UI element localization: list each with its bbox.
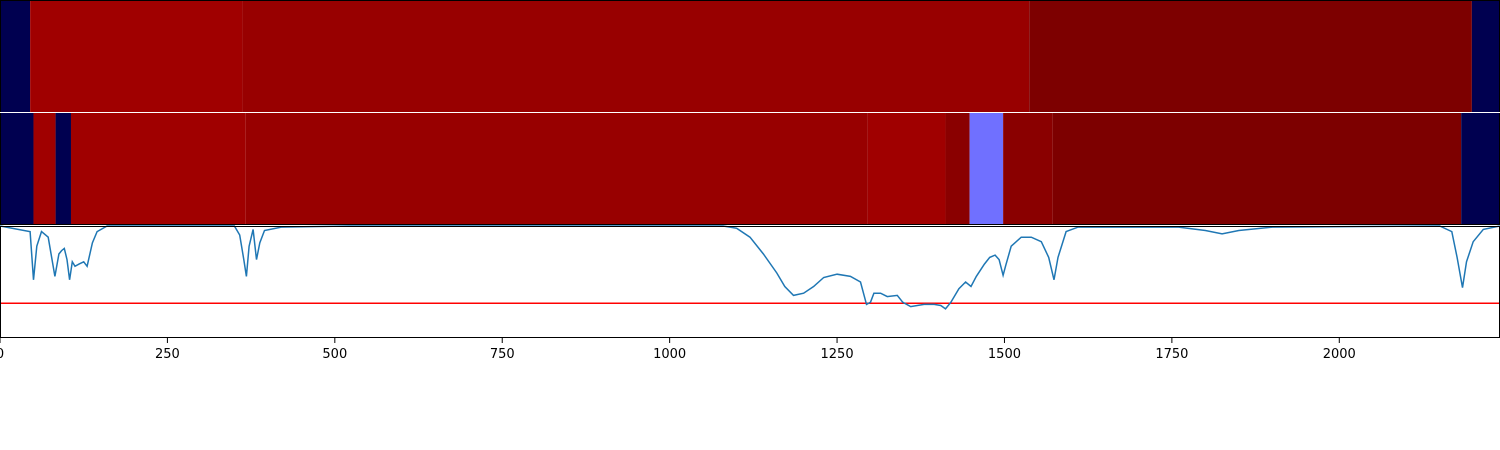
line-panel-background [0,226,1500,338]
heatmap-segment-1-5 [1471,0,1500,112]
heatmap-segment-1-4 [1029,0,1472,112]
heatmap-segment-2-4 [70,113,246,225]
x-tick-label-1250: 1250 [821,347,854,362]
heatmap-segment-2-11 [1461,113,1500,225]
heatmap-segment-2-5 [245,113,868,225]
heatmap-segment-2-8 [969,113,1004,225]
heatmap-segment-2-2 [33,113,56,225]
x-tick-label-1000: 1000 [653,347,686,362]
heatmap-segment-1-2 [30,0,243,112]
heatmap-segment-1-1 [0,0,31,112]
heatmap-segment-2-7 [945,113,970,225]
series-line [0,225,1500,310]
heatmap-segment-2-10 [1052,113,1462,225]
x-tick-label-0: 0 [0,347,4,362]
x-axis: 0 250 500 750 1000 1250 1500 1750 2000 [0,338,1356,362]
heatmap-segment-2-9 [1003,113,1053,225]
x-tick-label-1500: 1500 [988,347,1021,362]
heatmap-segment-2-3 [55,113,71,225]
x-tick-label-2000: 2000 [1323,347,1356,362]
heatmap-segment-1-3 [242,0,1030,112]
heatmap-segment-2-6 [867,113,946,225]
x-tick-label-750: 750 [490,347,515,362]
x-tick-label-500: 500 [322,347,347,362]
heatmap-strip-1 [0,0,1500,112]
x-tick-label-1750: 1750 [1155,347,1188,362]
heatmap-segment-2-1 [0,113,34,225]
x-tick-label-250: 250 [155,347,180,362]
heatmap-strip-2 [0,113,1500,225]
